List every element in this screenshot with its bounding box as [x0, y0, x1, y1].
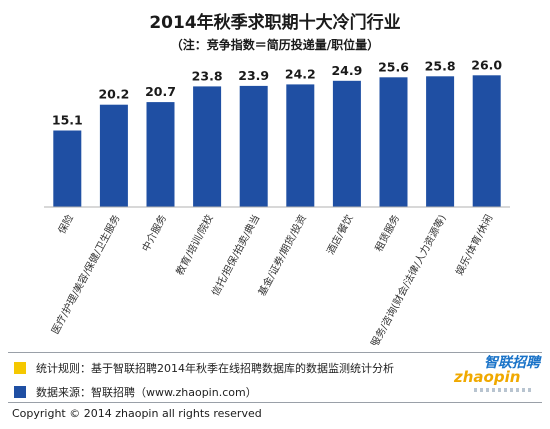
value-label-5: 24.2: [285, 66, 316, 81]
legend-swatch-blue: [14, 386, 26, 398]
category-label-2: 中介服务: [139, 212, 169, 253]
category-label-7: 租赁服务: [372, 212, 402, 253]
chart-subtitle: （注：竞争指数＝简历投递量/职位量）: [170, 38, 380, 52]
bar-8: [426, 76, 455, 207]
logo-en-text: zhaopin: [454, 368, 521, 386]
legend-item-rule: 统计规则：基于智联招聘2014年秋季在线招聘数据库的数据监测统计分析: [14, 360, 394, 376]
bar-1: [99, 104, 128, 207]
zhaopin-logo: 智联招聘 zhaopin: [440, 352, 544, 400]
bar-chart: 15.1 20.2 20.7 23.8 23.9 24.2 24.9 25.6 25.8 26.0…: [44, 57, 510, 345]
category-label-8: 专业服务/咨询(财会/法律/人力资源等): [358, 212, 448, 345]
bar-4: [239, 85, 268, 207]
value-label-3: 23.8: [192, 68, 223, 83]
bar-0: [53, 130, 82, 207]
legend-item-source: 数据来源：智联招聘（www.zhaopin.com）: [14, 384, 257, 400]
category-label-5: 基金/证券/期货/投资: [255, 212, 309, 298]
bars: [53, 75, 501, 207]
value-label-8: 25.8: [425, 58, 456, 73]
copyright-text: Copyright © 2014 zhaopin all rights rese…: [12, 407, 262, 420]
chart-title: 2014年秋季求职期十大冷门行业: [149, 13, 401, 33]
bar-3: [193, 86, 222, 207]
category-label-9: 娱乐/体育/休闲: [453, 212, 496, 277]
bar-2: [146, 102, 175, 207]
bar-6: [332, 80, 361, 207]
bar-9: [472, 75, 501, 207]
legend-swatch-yellow: [14, 362, 26, 374]
value-label-7: 25.6: [378, 59, 409, 74]
logo-cn-text: 智联招聘: [484, 355, 540, 371]
category-label-0: 保险: [55, 212, 76, 236]
legend-text-rule: 统计规则：基于智联招聘2014年秋季在线招聘数据库的数据监测统计分析: [36, 362, 394, 375]
legend-text-source: 数据来源：智联招聘（www.zhaopin.com）: [36, 386, 257, 399]
bar-5: [286, 84, 315, 207]
category-label-4: 信托/担保/拍卖/典当: [209, 212, 263, 298]
value-label-9: 26.0: [471, 57, 502, 72]
value-label-4: 23.9: [238, 68, 269, 83]
value-label-6: 24.9: [331, 63, 362, 78]
category-label-6: 酒店/餐饮: [324, 212, 356, 256]
value-labels: 15.1 20.2 20.7 23.8 23.9 24.2 24.9 25.6 25.8 26.0: [52, 57, 503, 127]
logo-dots-decoration: [474, 388, 534, 392]
divider-top: [8, 352, 542, 353]
category-label-3: 教育/培训/院校: [173, 212, 216, 277]
value-label-1: 20.2: [98, 87, 129, 102]
bar-7: [379, 77, 408, 207]
value-label-2: 20.7: [145, 84, 176, 99]
value-label-0: 15.1: [52, 113, 83, 128]
divider-bottom: [8, 402, 542, 403]
